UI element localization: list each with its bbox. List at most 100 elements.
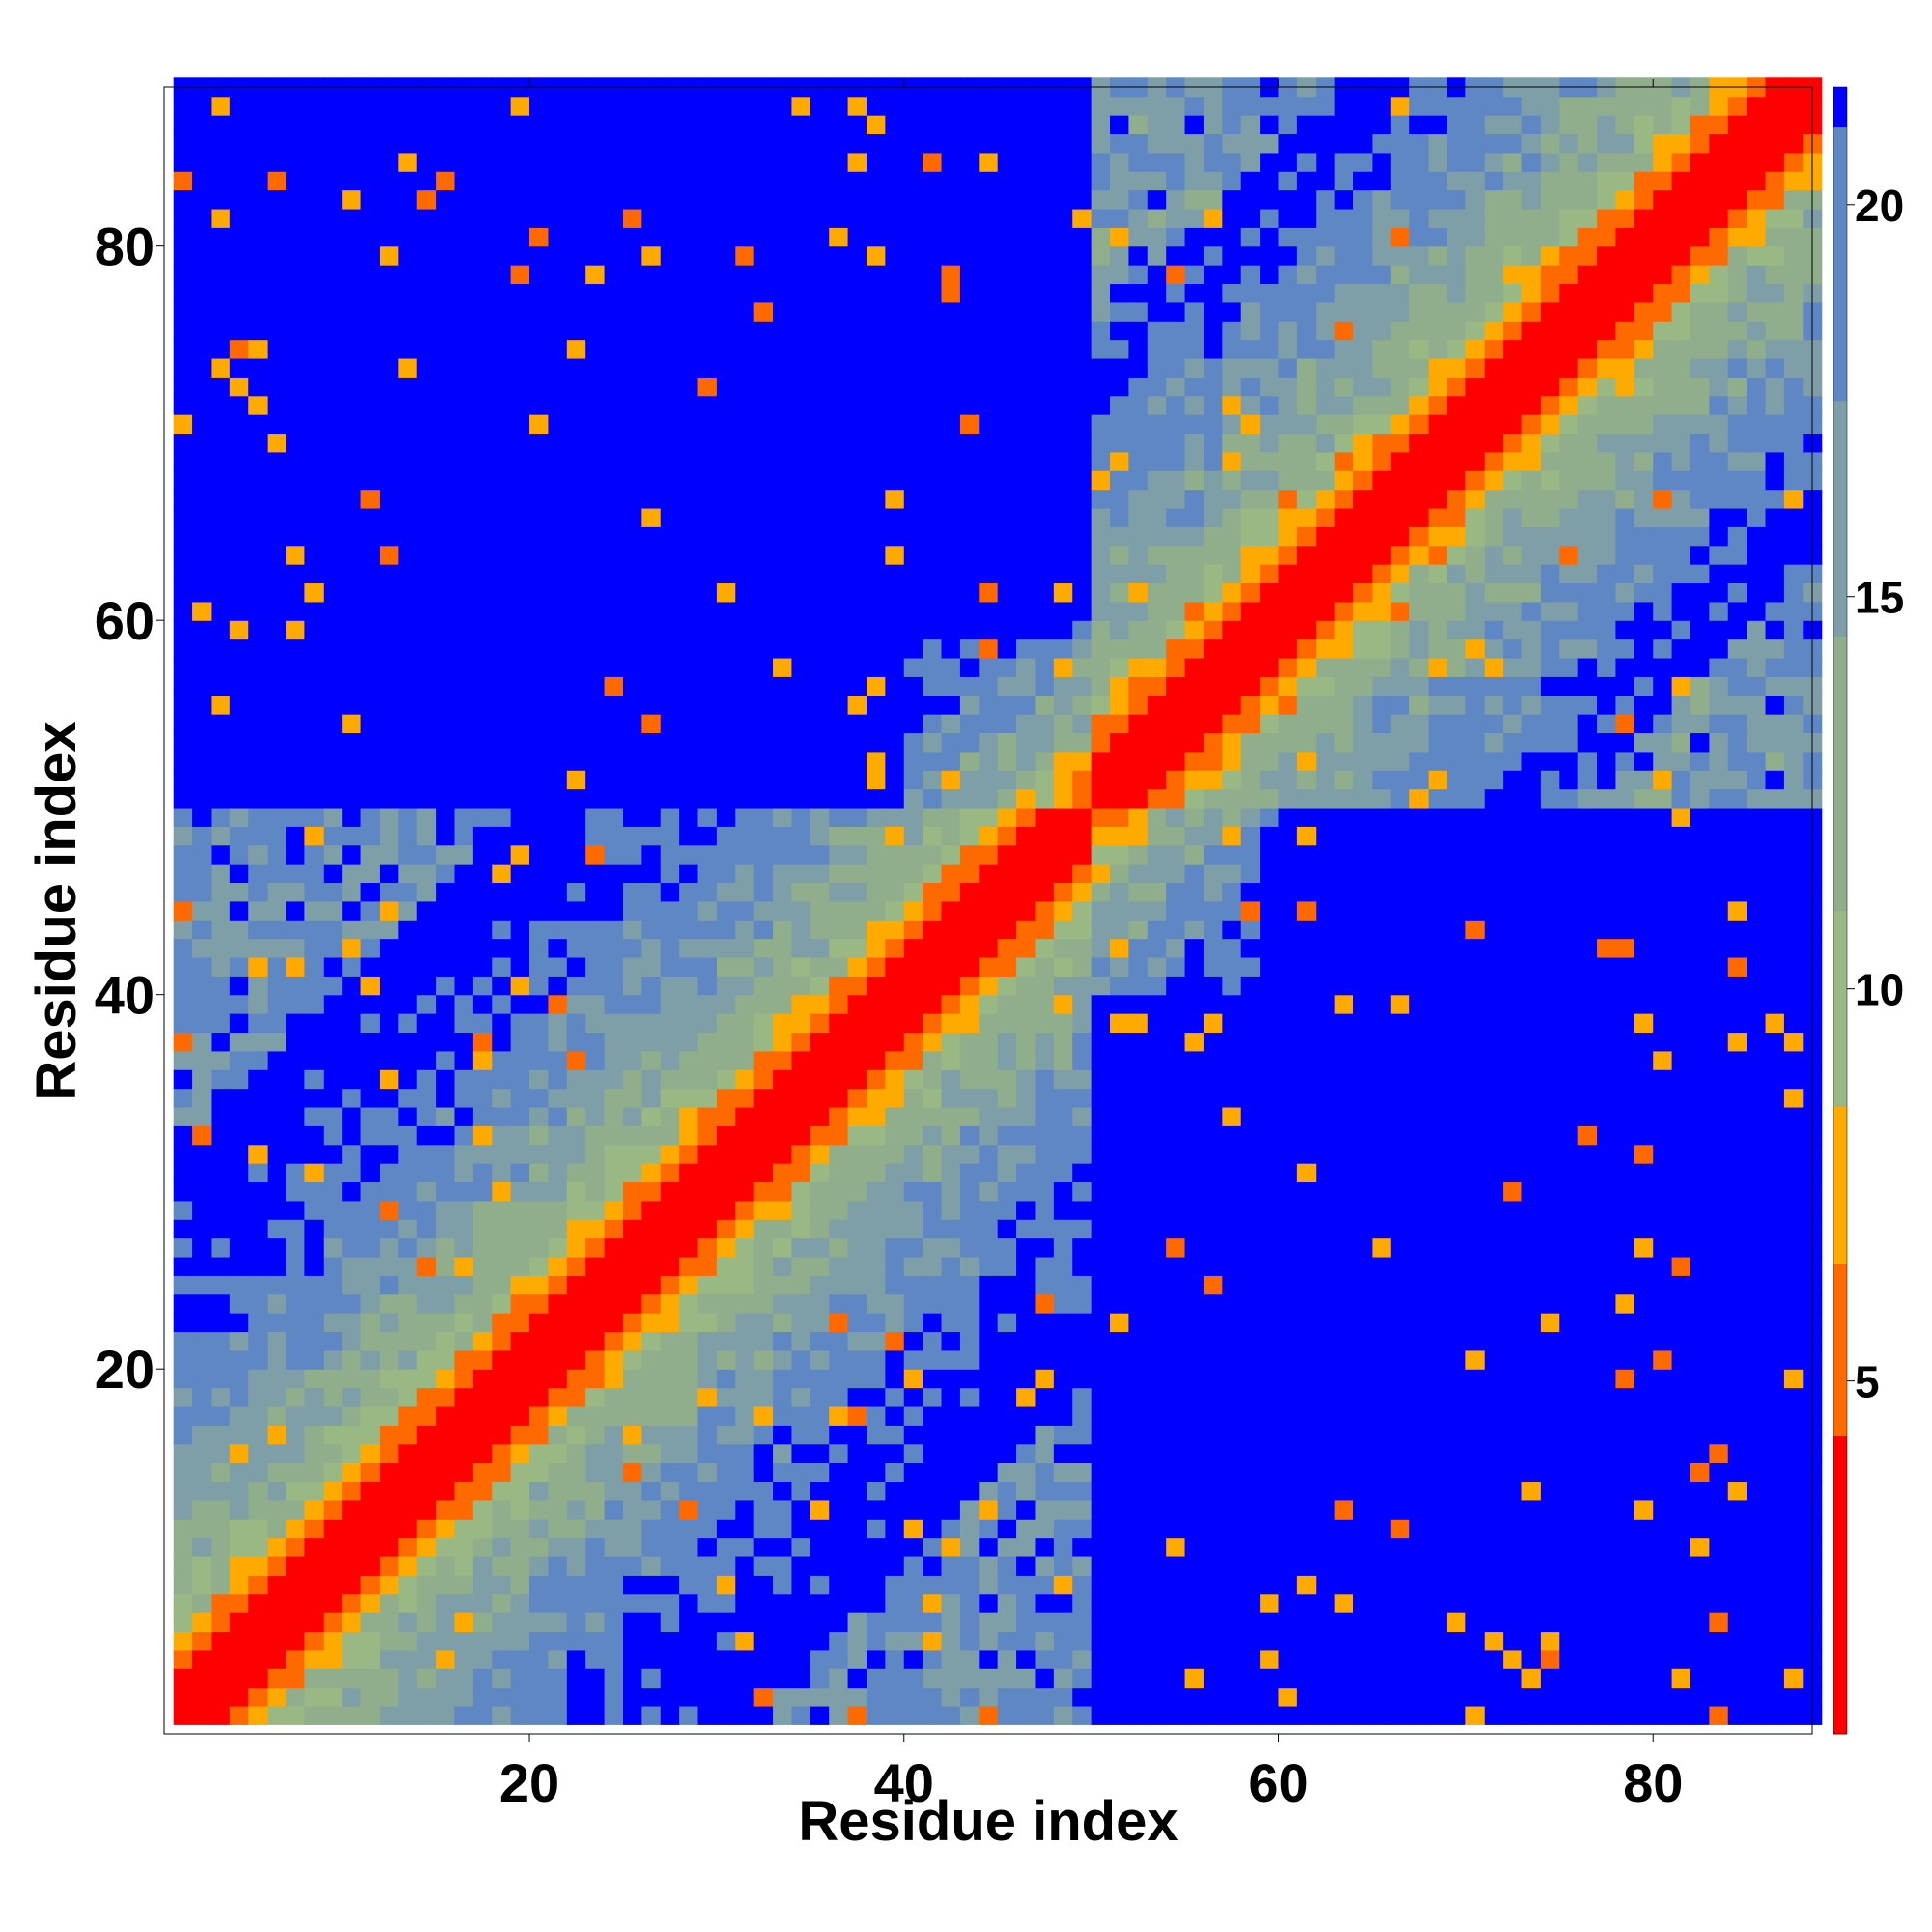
heatmap-cell [697, 1350, 718, 1370]
heatmap-cell [492, 788, 512, 809]
heatmap-cell [548, 545, 568, 565]
heatmap-cell [585, 1499, 606, 1520]
heatmap-cell [548, 152, 568, 172]
heatmap-cell [847, 395, 867, 415]
heatmap-cell [548, 994, 568, 1014]
heatmap-cell [1016, 245, 1037, 266]
heatmap-cell [604, 564, 624, 584]
heatmap-cell [360, 564, 381, 584]
heatmap-cell [342, 1369, 362, 1389]
heatmap-cell [304, 1555, 325, 1576]
heatmap-cell [716, 470, 736, 491]
heatmap-cell [604, 601, 624, 621]
heatmap-cell [697, 695, 718, 715]
heatmap-cell [959, 115, 980, 135]
heatmap-cell [192, 208, 213, 228]
heatmap-cell [1128, 732, 1149, 753]
heatmap-cell [829, 1106, 849, 1126]
heatmap-cell [959, 1013, 980, 1034]
heatmap-cell [773, 545, 793, 565]
heatmap-cell [1091, 1069, 1111, 1090]
heatmap-cell [454, 1687, 474, 1707]
heatmap-cell [753, 301, 774, 322]
heatmap-cell [1203, 1687, 1223, 1707]
heatmap-cell [267, 395, 287, 415]
heatmap-cell [716, 620, 736, 640]
heatmap-cell [529, 115, 550, 135]
heatmap-cell [604, 245, 624, 266]
heatmap-cell [360, 1275, 381, 1295]
heatmap-cell [753, 1387, 774, 1407]
heatmap-cell [1072, 1144, 1093, 1164]
heatmap-cell [810, 1443, 830, 1463]
heatmap-cell [847, 414, 867, 435]
heatmap-cell [1110, 1575, 1129, 1595]
heatmap-cell [229, 1705, 249, 1725]
heatmap-cell [753, 1499, 774, 1520]
heatmap-cell [1016, 208, 1037, 228]
heatmap-cell [472, 1181, 493, 1202]
heatmap-cell [492, 751, 512, 771]
heatmap-cell [604, 1705, 624, 1725]
heatmap-cell [941, 732, 961, 753]
heatmap-cell [923, 1256, 943, 1276]
heatmap-cell [773, 1668, 793, 1689]
heatmap-cell [472, 695, 493, 715]
heatmap-cell [267, 1293, 287, 1314]
heatmap-cell [697, 1631, 718, 1651]
heatmap-cell [510, 507, 530, 527]
heatmap-cell [903, 1106, 923, 1126]
heatmap-cell [1016, 377, 1037, 397]
heatmap-cell [416, 133, 437, 154]
heatmap-cell [1147, 1331, 1167, 1351]
heatmap-cell [641, 1313, 662, 1333]
heatmap-cell [1072, 920, 1093, 940]
heatmap-cell [585, 152, 606, 172]
heatmap-cell [454, 882, 474, 902]
heatmap-cell [454, 1387, 474, 1407]
heatmap-cell [810, 208, 830, 228]
heatmap-cell [472, 1350, 493, 1370]
heatmap-cell [548, 1219, 568, 1239]
heatmap-cell [1147, 1687, 1167, 1707]
heatmap-cell [286, 1219, 305, 1239]
heatmap-cell [679, 844, 699, 865]
heatmap-cell [903, 1575, 923, 1595]
heatmap-cell [1053, 1537, 1073, 1557]
heatmap-cell [679, 788, 699, 809]
heatmap-cell [1110, 1331, 1129, 1351]
heatmap-cell [791, 657, 811, 677]
heatmap-cell [1072, 1519, 1093, 1539]
heatmap-cell [1072, 1125, 1093, 1146]
heatmap-cell [1091, 1013, 1111, 1034]
heatmap-cell [398, 321, 418, 341]
heatmap-cell [1053, 1555, 1073, 1576]
heatmap-cell [492, 283, 512, 303]
heatmap-cell [735, 994, 755, 1014]
heatmap-cell [529, 732, 550, 753]
heatmap-cell [379, 301, 399, 322]
heatmap-cell [1053, 1144, 1073, 1164]
heatmap-cell [585, 1163, 606, 1183]
heatmap-cell [979, 227, 999, 247]
heatmap-cell [510, 1649, 530, 1669]
heatmap-cell [379, 695, 399, 715]
heatmap-cell [1072, 470, 1093, 491]
heatmap-cell [192, 582, 213, 603]
heatmap-cell [1035, 208, 1055, 228]
heatmap-cell [735, 639, 755, 659]
heatmap-cell [360, 1032, 381, 1052]
heatmap-cell [735, 1050, 755, 1070]
heatmap-cell [1016, 545, 1037, 565]
heatmap-cell [1016, 1555, 1037, 1576]
heatmap-cell [1166, 1200, 1186, 1220]
heatmap-cell [1203, 1088, 1223, 1108]
heatmap-cell [192, 1555, 213, 1576]
heatmap-cell [173, 451, 193, 471]
heatmap-cell [342, 1013, 362, 1034]
heatmap-cell [847, 115, 867, 135]
heatmap-cell [1166, 1668, 1186, 1689]
heatmap-cell [716, 526, 736, 547]
heatmap-cell [1203, 994, 1223, 1014]
heatmap-cell [641, 1350, 662, 1370]
